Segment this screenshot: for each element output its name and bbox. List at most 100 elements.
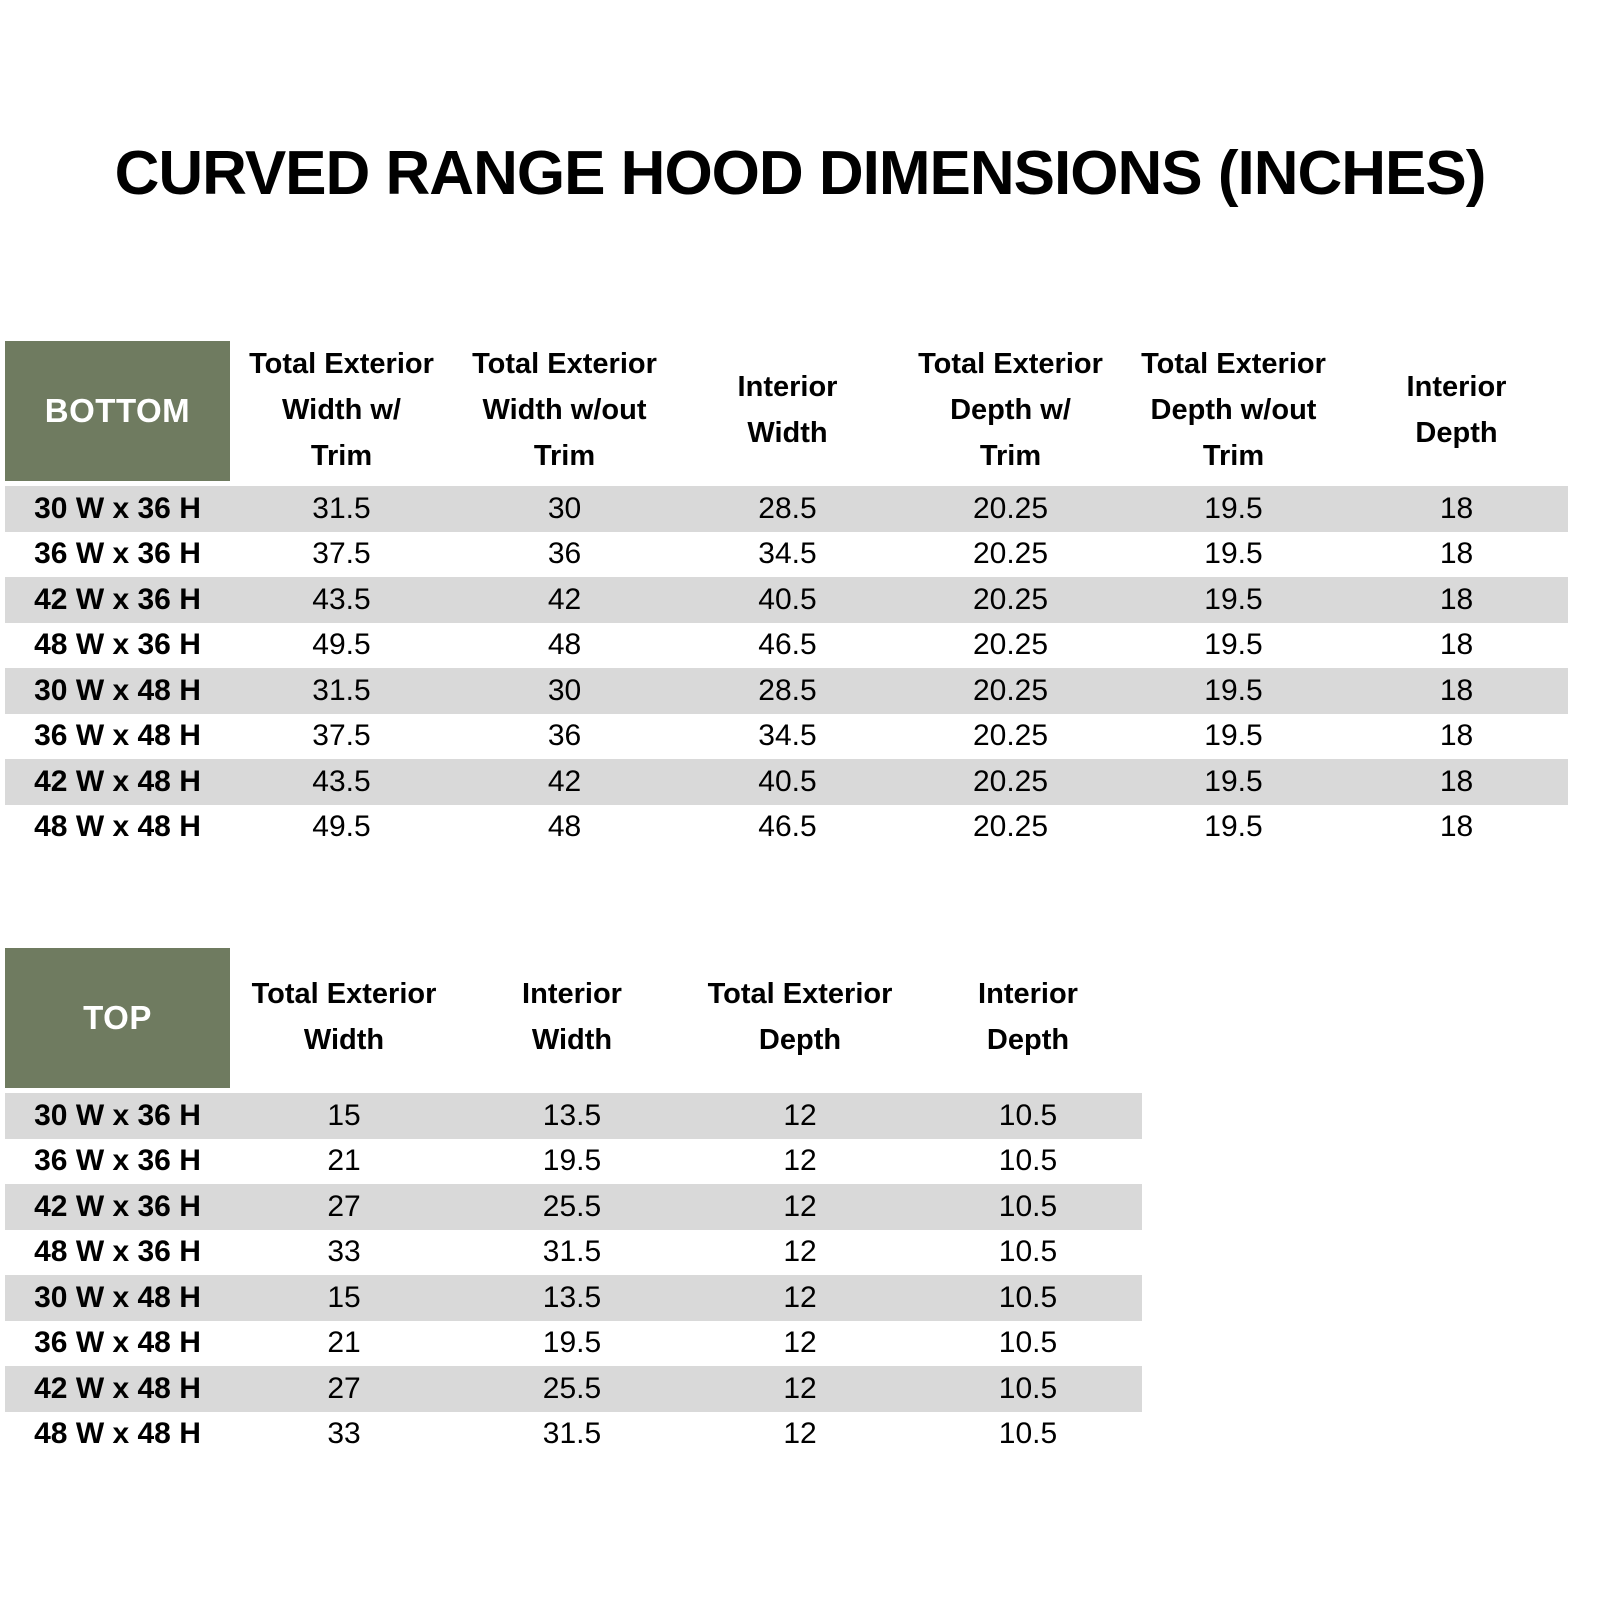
value-cell: 30 — [547, 673, 582, 707]
row-label: 36 W x 48 H — [34, 719, 201, 753]
value-cell: 13.5 — [542, 1098, 602, 1132]
table-row: 48 W x 48 H 33 31.5 12 10.5 — [5, 1412, 1142, 1458]
value-cell: 20.25 — [972, 810, 1049, 844]
table-row: 36 W x 48 H 21 19.5 12 10.5 — [5, 1321, 1142, 1367]
table-row: 36 W x 36 H 37.5 36 34.5 20.25 19.5 18 — [5, 532, 1568, 578]
table-row: 42 W x 36 H 27 25.5 12 10.5 — [5, 1184, 1142, 1230]
value-cell: 31.5 — [542, 1417, 602, 1451]
value-cell: 12 — [783, 1417, 817, 1451]
value-cell: 43.5 — [312, 582, 371, 616]
value-cell: 19.5 — [1204, 491, 1263, 525]
bottom-dimensions-table: BOTTOM Total Exterior Width w/ Trim Total … — [5, 341, 1568, 850]
row-label: 48 W x 48 H — [34, 1417, 201, 1451]
table-row: 48 W x 36 H 33 31.5 12 10.5 — [5, 1230, 1142, 1276]
value-cell: 19.5 — [1204, 764, 1263, 798]
row-label: 48 W x 36 H — [34, 1235, 201, 1269]
value-cell: 12 — [783, 1371, 817, 1405]
column-header-1: Total Exterior Width w/out Trim — [472, 348, 657, 472]
value-cell: 20.25 — [972, 537, 1049, 571]
top-table-corner-label: TOP — [5, 948, 230, 1088]
value-cell: 20.25 — [972, 764, 1049, 798]
value-cell: 48 — [547, 810, 582, 844]
value-cell: 30 — [547, 491, 582, 525]
column-header-0: Total Exterior Width w/ Trim — [249, 348, 434, 472]
value-cell: 12 — [783, 1189, 817, 1223]
value-cell: 13.5 — [542, 1280, 602, 1314]
column-header-3: Total Exterior Depth w/ Trim — [918, 348, 1103, 472]
column-header-2: Interior Width — [737, 371, 838, 449]
column-header-5: Interior Depth — [1406, 371, 1507, 449]
value-cell: 31.5 — [312, 673, 371, 707]
column-header-2: Total Exterior Depth — [707, 978, 893, 1056]
table-row: 42 W x 36 H 43.5 42 40.5 20.25 19.5 18 — [5, 577, 1568, 623]
table-row: 48 W x 36 H 49.5 48 46.5 20.25 19.5 18 — [5, 623, 1568, 669]
value-cell: 10.5 — [998, 1280, 1058, 1314]
table-row: 30 W x 48 H 31.5 30 28.5 20.25 19.5 18 — [5, 668, 1568, 714]
value-cell: 15 — [327, 1098, 361, 1132]
value-cell: 12 — [783, 1144, 817, 1178]
row-label: 42 W x 48 H — [34, 1371, 201, 1405]
row-label: 36 W x 48 H — [34, 1326, 201, 1360]
value-cell: 19.5 — [542, 1326, 602, 1360]
value-cell: 40.5 — [758, 582, 817, 616]
bottom-table-corner-label: BOTTOM — [5, 341, 230, 481]
value-cell: 33 — [327, 1417, 361, 1451]
value-cell: 19.5 — [1204, 537, 1263, 571]
value-cell: 10.5 — [998, 1189, 1058, 1223]
value-cell: 19.5 — [1204, 810, 1263, 844]
column-header-3: Interior Depth — [978, 978, 1078, 1056]
page-title: CURVED RANGE HOOD DIMENSIONS (INCHES) — [114, 139, 1487, 208]
value-cell: 10.5 — [998, 1371, 1058, 1405]
row-label: 30 W x 48 H — [34, 673, 201, 707]
value-cell: 10.5 — [998, 1326, 1058, 1360]
value-cell: 10.5 — [998, 1098, 1058, 1132]
value-cell: 19.5 — [1204, 719, 1263, 753]
top-dimensions-table: TOP Total Exterior Width Interior Width Tot… — [5, 948, 1142, 1457]
value-cell: 18 — [1439, 673, 1474, 707]
value-cell: 19.5 — [1204, 628, 1263, 662]
column-header-1: Interior Width — [522, 978, 622, 1056]
value-cell: 36 — [547, 719, 582, 753]
value-cell: 19.5 — [1204, 673, 1263, 707]
row-label: 36 W x 36 H — [34, 1144, 201, 1178]
column-header-4: Total Exterior Depth w/out Trim — [1141, 348, 1326, 472]
value-cell: 18 — [1439, 582, 1474, 616]
value-cell: 18 — [1439, 764, 1474, 798]
table-row: 30 W x 36 H 31.5 30 28.5 20.25 19.5 18 — [5, 486, 1568, 532]
value-cell: 46.5 — [758, 628, 817, 662]
value-cell: 49.5 — [312, 810, 371, 844]
table-row: 42 W x 48 H 27 25.5 12 10.5 — [5, 1366, 1142, 1412]
row-label: 30 W x 36 H — [34, 1098, 201, 1132]
value-cell: 10.5 — [998, 1144, 1058, 1178]
value-cell: 19.5 — [542, 1144, 602, 1178]
table-row: 48 W x 48 H 49.5 48 46.5 20.25 19.5 18 — [5, 805, 1568, 851]
value-cell: 46.5 — [758, 810, 817, 844]
row-label: 42 W x 36 H — [34, 1189, 201, 1223]
value-cell: 20.25 — [972, 719, 1049, 753]
value-cell: 33 — [327, 1235, 361, 1269]
row-label: 36 W x 36 H — [34, 537, 201, 571]
value-cell: 36 — [547, 537, 582, 571]
row-label: 42 W x 36 H — [34, 582, 201, 616]
value-cell: 43.5 — [312, 764, 371, 798]
top-table-header-row: TOP Total Exterior Width Interior Width Tot… — [5, 948, 1142, 1088]
bottom-table-header-row: BOTTOM Total Exterior Width w/ Trim Total … — [5, 341, 1568, 481]
value-cell: 48 — [547, 628, 582, 662]
value-cell: 37.5 — [312, 719, 371, 753]
value-cell: 20.25 — [972, 673, 1049, 707]
row-label: 42 W x 48 H — [34, 764, 201, 798]
value-cell: 28.5 — [758, 673, 817, 707]
value-cell: 28.5 — [758, 491, 817, 525]
value-cell: 18 — [1439, 491, 1474, 525]
value-cell: 42 — [547, 764, 582, 798]
value-cell: 42 — [547, 582, 582, 616]
value-cell: 18 — [1439, 810, 1474, 844]
table-row: 36 W x 36 H 21 19.5 12 10.5 — [5, 1139, 1142, 1185]
table-row: 30 W x 36 H 15 13.5 12 10.5 — [5, 1093, 1142, 1139]
column-header-0: Total Exterior Width — [251, 978, 437, 1056]
value-cell: 21 — [327, 1144, 361, 1178]
value-cell: 18 — [1439, 719, 1474, 753]
value-cell: 27 — [327, 1371, 361, 1405]
value-cell: 31.5 — [542, 1235, 602, 1269]
